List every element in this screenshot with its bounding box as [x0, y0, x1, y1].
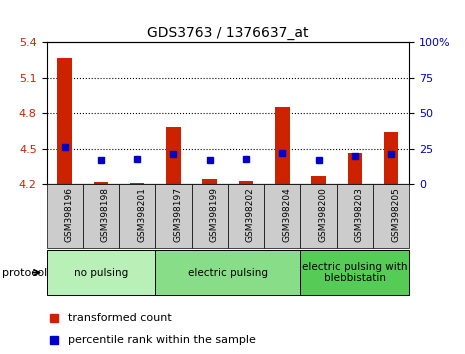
Text: GSM398204: GSM398204 [282, 187, 291, 242]
Text: GSM398200: GSM398200 [319, 187, 327, 242]
Bar [347, 153, 362, 184]
Text: GSM398202: GSM398202 [246, 187, 255, 242]
Bar [93, 182, 108, 184]
Bar [83, 184, 119, 248]
Text: transformed count: transformed count [68, 313, 172, 323]
Text: GSM398196: GSM398196 [65, 187, 73, 242]
Bar [202, 179, 217, 184]
Bar [300, 250, 409, 295]
Bar [155, 184, 192, 248]
Bar [155, 250, 300, 295]
Bar [384, 132, 399, 184]
Text: no pulsing: no pulsing [74, 268, 128, 278]
Bar [300, 184, 337, 248]
Bar [311, 176, 326, 184]
Text: GSM398198: GSM398198 [101, 187, 110, 242]
Bar [46, 250, 155, 295]
Text: GSM398201: GSM398201 [137, 187, 146, 242]
Bar [275, 107, 290, 184]
Text: protocol: protocol [2, 268, 47, 278]
Bar [57, 58, 72, 184]
Text: GSM398203: GSM398203 [355, 187, 364, 242]
Text: GSM398205: GSM398205 [391, 187, 400, 242]
Bar [166, 127, 181, 184]
Bar [46, 184, 83, 248]
Title: GDS3763 / 1376637_at: GDS3763 / 1376637_at [147, 26, 309, 40]
Text: percentile rank within the sample: percentile rank within the sample [68, 335, 256, 345]
Bar [119, 184, 155, 248]
Bar [337, 184, 373, 248]
Text: GSM398199: GSM398199 [210, 187, 219, 242]
Bar [130, 183, 145, 184]
Text: electric pulsing with
blebbistatin: electric pulsing with blebbistatin [302, 262, 407, 284]
Bar [192, 184, 228, 248]
Bar [239, 181, 253, 184]
Bar [264, 184, 300, 248]
Text: GSM398197: GSM398197 [173, 187, 182, 242]
Bar [228, 184, 264, 248]
Bar [373, 184, 409, 248]
Text: electric pulsing: electric pulsing [188, 268, 268, 278]
